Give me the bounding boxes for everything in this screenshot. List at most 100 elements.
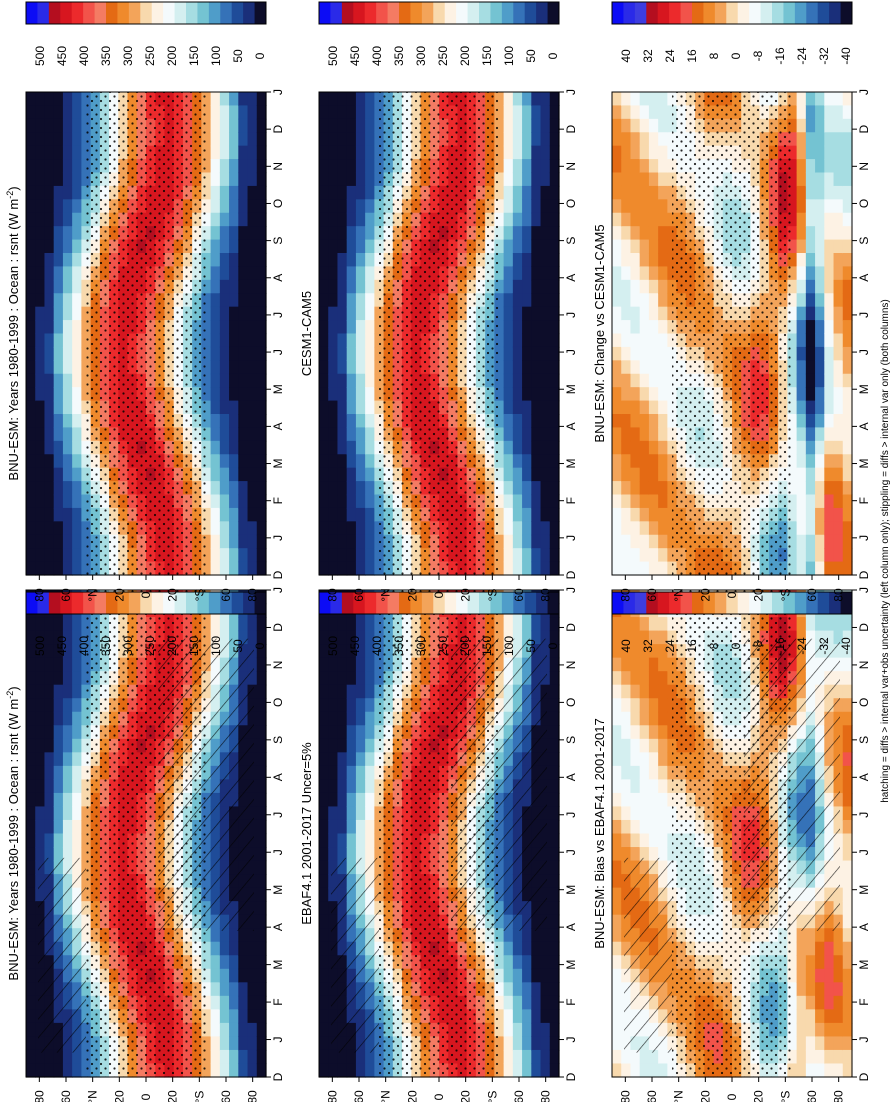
heatmap-cell bbox=[319, 941, 329, 956]
heatmap-cell bbox=[247, 427, 258, 442]
heatmap-cell bbox=[540, 387, 551, 402]
colorbar-swatch bbox=[197, 2, 210, 24]
heatmap-cell bbox=[494, 561, 505, 576]
heatmap-cell bbox=[503, 373, 514, 388]
colorbar-tick-label: 450 bbox=[55, 636, 69, 656]
heatmap-cell bbox=[355, 725, 366, 740]
heatmap-cell bbox=[494, 293, 505, 308]
heatmap-cell bbox=[53, 507, 64, 522]
heatmap-cell bbox=[503, 185, 514, 200]
colorbar-swatch bbox=[479, 2, 491, 24]
heatmap-cell bbox=[210, 1009, 221, 1024]
heatmap-cell bbox=[210, 360, 221, 375]
heatmap-cell bbox=[549, 1049, 560, 1065]
heatmap-cell bbox=[630, 833, 641, 848]
heatmap-cell bbox=[328, 833, 339, 848]
heatmap-cell bbox=[256, 644, 267, 659]
heatmap-cell bbox=[53, 819, 64, 835]
heatmap-cell bbox=[35, 467, 46, 482]
panel-title: BNU-ESM: Years 1980-1999 : Ocean : rsnt … bbox=[5, 686, 21, 980]
heatmap-cell bbox=[494, 995, 505, 1010]
heatmap-cell bbox=[219, 360, 230, 375]
heatmap-cell bbox=[26, 145, 36, 160]
month-tick-label: J bbox=[271, 349, 285, 355]
heatmap-cell bbox=[612, 684, 622, 699]
lat-tick-label: 60 bbox=[352, 588, 366, 602]
heatmap-cell bbox=[319, 306, 329, 321]
colorbar-tick-label: 400 bbox=[370, 46, 384, 66]
colorbar-tick-label: 300 bbox=[414, 636, 428, 656]
colorbar-swatch bbox=[48, 2, 61, 24]
heatmap-cell bbox=[201, 320, 212, 335]
heatmap-cell bbox=[328, 684, 339, 699]
month-tick-label: F bbox=[271, 497, 285, 504]
heatmap-cell bbox=[219, 159, 230, 174]
heatmap-cell bbox=[229, 982, 239, 997]
heatmap-cell bbox=[503, 279, 514, 294]
heatmap-cell bbox=[833, 1036, 844, 1051]
heatmap-cell bbox=[648, 765, 659, 780]
colorbar-frame bbox=[25, 591, 267, 615]
month-tick-label: J bbox=[564, 312, 578, 318]
heatmap-cell bbox=[824, 995, 835, 1010]
heatmap-cell bbox=[512, 414, 523, 429]
heatmap-cell bbox=[238, 1036, 249, 1051]
colorbar-swatch bbox=[83, 592, 96, 614]
heatmap-cell bbox=[337, 387, 348, 402]
heatmap-cell bbox=[26, 684, 36, 699]
heatmap-cell bbox=[210, 534, 221, 549]
heatmap-cell bbox=[805, 1049, 816, 1065]
heatmap-cell bbox=[35, 561, 46, 576]
heatmap-cell bbox=[337, 454, 348, 469]
heatmap-cell bbox=[630, 725, 641, 740]
units-superscript: -2 bbox=[5, 691, 15, 699]
heatmap-cell bbox=[531, 941, 542, 956]
heatmap-cell bbox=[612, 968, 622, 983]
lat-tick-label: °S bbox=[192, 1091, 206, 1102]
colorbar-tick-label: 150 bbox=[187, 636, 201, 656]
heatmap-cell bbox=[247, 226, 258, 241]
heatmap-cell bbox=[355, 414, 366, 429]
heatmap-cell bbox=[201, 306, 212, 321]
heatmap-cell bbox=[62, 806, 73, 821]
heatmap-cell bbox=[494, 172, 505, 187]
heatmap-cell bbox=[540, 333, 551, 348]
heatmap-cell bbox=[62, 1049, 73, 1065]
heatmap-cell bbox=[549, 819, 560, 835]
heatmap-cell bbox=[549, 806, 560, 821]
heatmap-cell bbox=[35, 253, 46, 268]
heatmap-cell bbox=[512, 481, 523, 496]
heatmap-cell bbox=[328, 548, 339, 563]
heatmap-cell bbox=[247, 253, 258, 268]
heatmap-cell bbox=[512, 1063, 523, 1078]
heatmap-cell bbox=[328, 806, 339, 821]
colorbar-swatch bbox=[140, 592, 153, 614]
heatmap-cell bbox=[796, 1049, 807, 1065]
lat-tick-label: 20 bbox=[166, 1090, 180, 1102]
heatmap-cell bbox=[319, 1063, 329, 1078]
heatmap-cell bbox=[549, 792, 560, 808]
heatmap-cell bbox=[337, 534, 348, 549]
heatmap-cell bbox=[219, 400, 230, 415]
heatmap-cell bbox=[540, 253, 551, 268]
colorbar-tick-label: 400 bbox=[370, 636, 384, 656]
heatmap-cell bbox=[540, 507, 551, 522]
heatmap-cell bbox=[319, 995, 329, 1010]
colorbar-tick-label: 250 bbox=[143, 46, 157, 66]
heatmap-cell bbox=[35, 320, 46, 335]
heatmap-cell bbox=[62, 360, 73, 375]
heatmap-cell bbox=[522, 941, 532, 956]
heatmap-cell bbox=[531, 467, 542, 482]
heatmap-cell bbox=[346, 833, 357, 848]
heatmap-cell bbox=[328, 387, 339, 402]
heatmap-cell bbox=[229, 360, 239, 375]
heatmap-cell bbox=[62, 172, 73, 187]
heatmap-cell bbox=[201, 387, 212, 402]
heatmap-cell bbox=[503, 561, 514, 576]
heatmap-cell bbox=[355, 711, 366, 726]
heatmap-cell bbox=[365, 684, 375, 699]
heatmap-cell bbox=[355, 1049, 366, 1065]
month-tick-label: J bbox=[564, 849, 578, 855]
heatmap-cell bbox=[219, 239, 230, 254]
heatmap-cell bbox=[503, 440, 514, 455]
